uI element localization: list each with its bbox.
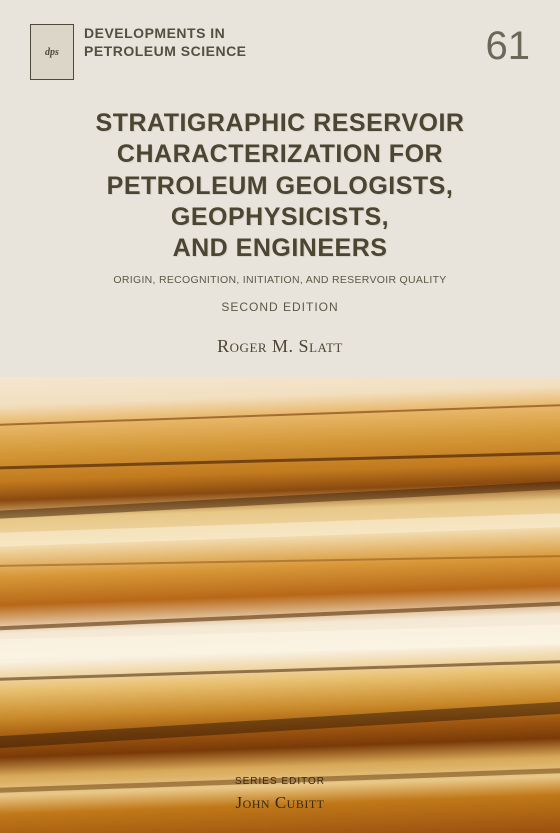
book-cover: dps Developments in Petroleum Science 61… bbox=[0, 0, 560, 833]
subtitle: Origin, Recognition, Initiation, and Res… bbox=[38, 274, 522, 286]
series-line-1: Developments in bbox=[84, 24, 247, 42]
rock-stratum bbox=[0, 658, 560, 682]
rock-stratum bbox=[0, 478, 560, 521]
logo-text: dps bbox=[45, 47, 59, 58]
header-row: dps Developments in Petroleum Science 61 bbox=[30, 24, 530, 80]
title-line-3: Petroleum Geologists, bbox=[38, 171, 522, 202]
rock-stratum bbox=[0, 402, 560, 427]
rock-highlight bbox=[0, 624, 560, 662]
author-name: Roger M. Slatt bbox=[38, 336, 522, 357]
title-line-1: Stratigraphic Reservoir bbox=[38, 108, 522, 139]
editor-name: John Cubitt bbox=[0, 793, 560, 813]
cover-image: Series Editor John Cubitt bbox=[0, 377, 560, 833]
editor-block: Series Editor John Cubitt bbox=[0, 776, 560, 813]
rock-stratum bbox=[0, 450, 560, 471]
rock-highlight bbox=[0, 511, 560, 548]
series-line-2: Petroleum Science bbox=[84, 42, 247, 60]
rock-stratum bbox=[0, 554, 560, 568]
top-section: dps Developments in Petroleum Science 61… bbox=[0, 0, 560, 377]
rock-stratum bbox=[0, 699, 560, 752]
title-line-4: Geophysicists, bbox=[38, 202, 522, 233]
title-line-5: and Engineers bbox=[38, 233, 522, 264]
title-block: Stratigraphic Reservoir Characterization… bbox=[30, 108, 530, 357]
editor-label: Series Editor bbox=[0, 776, 560, 787]
title-line-2: Characterization for bbox=[38, 139, 522, 170]
volume-number: 61 bbox=[486, 24, 531, 69]
series-name: Developments in Petroleum Science bbox=[84, 24, 247, 60]
publisher-logo: dps bbox=[30, 24, 74, 80]
main-title: Stratigraphic Reservoir Characterization… bbox=[38, 108, 522, 264]
series-block: dps Developments in Petroleum Science bbox=[30, 24, 247, 80]
edition: Second Edition bbox=[38, 300, 522, 314]
